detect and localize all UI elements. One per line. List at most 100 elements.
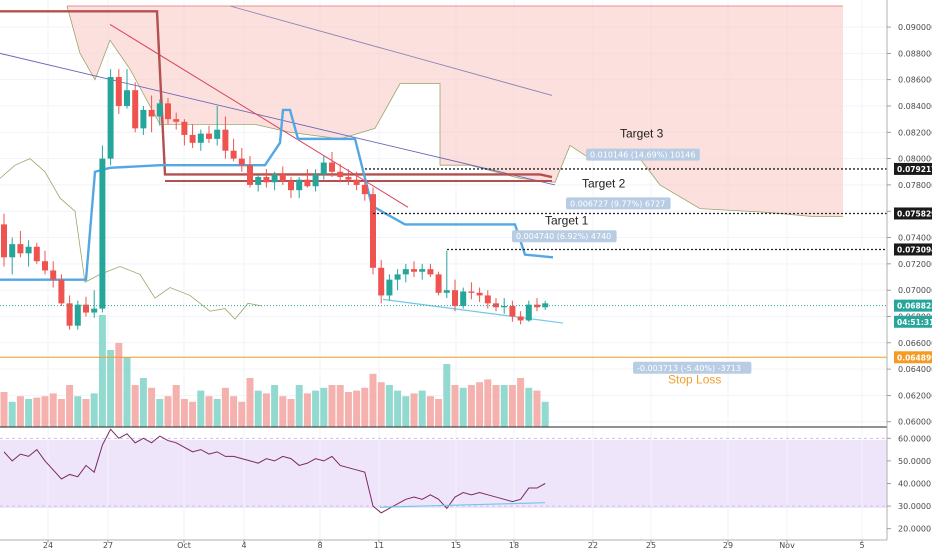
volume-bar [0,392,8,427]
candle-body [25,246,32,254]
candle-body [181,121,188,135]
volume-bar [82,399,90,427]
axis-background [887,0,932,550]
candlesticks [1,69,549,330]
candle-body [542,303,549,308]
volume-bar [107,350,115,427]
volume-bar [57,399,65,427]
volume-bar [213,399,221,427]
target-measure-text: 0.010146 (14.69%) 10146 [590,151,695,160]
volume-bar [517,378,525,427]
volume-bar [172,385,180,427]
candle-body [460,291,467,306]
candle-body [206,133,212,139]
x-tick-label: 22 [588,541,598,550]
volume-bar [90,393,98,427]
candle-body [345,177,352,180]
candle-body [74,304,81,326]
stop-measure-text: -0.003713 (-5.40%) -3713 [637,364,741,373]
overlay-lines [0,5,564,324]
candle-body [255,177,262,185]
volume-bar [533,390,541,427]
candle-body [353,179,360,185]
candle-body [525,304,532,321]
rsi-band-fill [0,440,887,508]
volume-bar [139,378,147,427]
candle-body [148,109,155,117]
rsi-tick-label: 50.0000 [898,457,931,466]
measure-box [566,197,671,210]
volume-bar [402,396,410,427]
candle-body [378,267,385,296]
price-tag-label: 0.068825 [897,302,932,311]
candle-body [91,308,98,313]
volume-bar [451,385,459,427]
x-tick-label: 11 [374,541,384,550]
price-tag [894,162,932,175]
price-tick-label: 0.060000 [898,418,932,427]
volume-bar [541,401,549,427]
volume-bar [394,390,402,427]
x-tick-label: 24 [43,541,53,550]
volume-bar [500,385,508,427]
candle-body [411,269,417,272]
volume-bar [467,385,475,427]
target-label: Target 3 [620,127,664,141]
conversion-line [0,108,554,281]
cloud-span-b [66,5,843,217]
volume-bar [74,396,82,427]
volume-bar [230,396,238,427]
volume-bar [205,396,213,427]
volume-bar [8,401,16,427]
candle-body [386,279,393,296]
volume-bar [344,392,352,427]
candle-body [370,194,376,268]
volume-bar [25,399,33,427]
volume-bar [443,364,451,427]
candle-body [476,292,483,296]
measure-box [586,148,700,161]
volume-bar [148,387,156,427]
candle-body [156,103,163,117]
volume-bar [156,399,164,427]
volume-bar [418,390,426,427]
target-measure-text: 0.004740 (6.92%) 4740 [516,232,611,241]
volume-bar [328,385,336,427]
time-axis[interactable]: 24 27 Oct 4 8 11 15 18 22 25 29 Nov 5 [0,539,887,550]
volume-bar [41,396,49,427]
target-label: Target 1 [545,213,589,227]
candle-body [419,269,426,272]
volume-bar [279,396,287,427]
price-tag-label: 0.064899 [897,353,932,362]
x-tick-label: Oct [177,541,191,550]
candle-body [230,150,237,159]
candle-body [443,290,450,293]
x-tick-label: 27 [103,541,113,550]
candle-body [452,290,458,306]
lagging-span-line [0,158,263,320]
candle-body [394,274,401,280]
x-tick-label: 29 [723,541,733,550]
candle-body [501,305,508,308]
ichimoku-cloud [66,5,843,217]
candle-body [214,129,221,139]
candle-body [337,171,344,178]
x-tick-label: 5 [859,541,864,550]
price-tag [894,243,932,256]
candle-body [50,270,57,280]
candle-body [1,224,7,258]
volume-bar [508,385,516,427]
volume-bar [16,396,24,427]
price-tag [894,315,932,328]
rsi-line [3,428,546,514]
volume-bars [0,315,549,427]
